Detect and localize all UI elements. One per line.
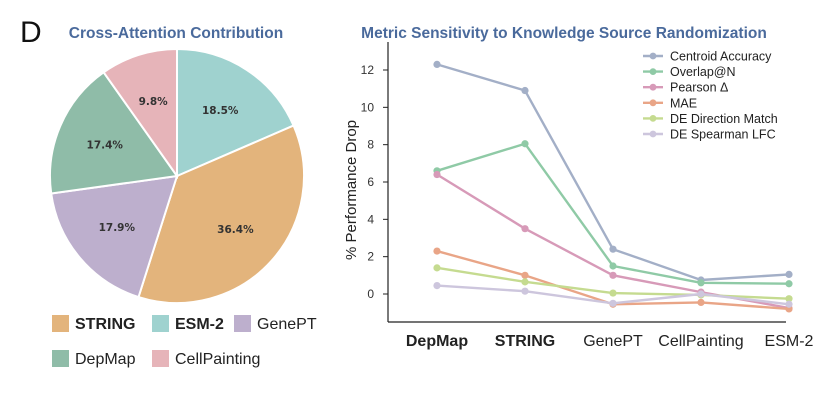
y-axis-label: % Performance Drop xyxy=(343,120,360,260)
legend-label-de-direction-match: DE Direction Match xyxy=(670,112,778,126)
series-point-centroid-accuracy xyxy=(785,270,793,278)
legend-marker-overlap-n xyxy=(649,68,657,75)
pie-label-depmap: 17.4% xyxy=(87,140,124,152)
series-point-pearson xyxy=(609,271,617,279)
series-point-de-direction-match xyxy=(785,295,793,303)
legend-label-pearson: Pearson Δ xyxy=(670,81,728,95)
pie-label-genept: 17.9% xyxy=(99,222,136,234)
series-point-centroid-accuracy xyxy=(609,245,617,253)
legend-marker-mae xyxy=(649,99,657,107)
series-point-de-spearman-lfc xyxy=(785,300,793,308)
series-point-mae xyxy=(433,247,441,255)
x-tick-label-genept: GenePT xyxy=(583,333,643,350)
pie-slice-string xyxy=(137,124,305,304)
series-point-overlap-n xyxy=(697,279,705,287)
legend-marker-de-direction-match xyxy=(649,115,657,122)
pie-labels: 18.5% 36.4% 17.9% 17.4% 9.8% xyxy=(87,96,255,236)
series-point-de-spearman-lfc xyxy=(521,287,529,295)
y-tick-label: 12 xyxy=(361,63,375,77)
pie-legend-label-string: STRING xyxy=(75,316,135,333)
series-point-pearson xyxy=(433,170,441,179)
pie-legend-label-depmap: DepMap xyxy=(75,351,136,368)
pie-label-cellpainting: 9.8% xyxy=(139,96,169,108)
pie-legend-label-genept: GenePT xyxy=(257,316,317,333)
pie-legend-swatch-esm-2 xyxy=(152,315,169,332)
pie-slice-cellpainting xyxy=(102,47,178,180)
y-tick-label: 2 xyxy=(367,250,374,264)
series-point-pearson xyxy=(521,225,529,233)
x-tick-label-esm-2: ESM-2 xyxy=(765,333,814,350)
series-point-centroid-accuracy xyxy=(521,86,529,95)
series-point-mae xyxy=(697,298,705,306)
series-point-overlap-n xyxy=(521,140,529,148)
legend-label-centroid-accuracy: Centroid Accuracy xyxy=(670,50,772,64)
pie-legend-swatch-genept xyxy=(234,315,251,332)
x-tick-label-depmap: DepMap xyxy=(406,333,468,350)
series-point-de-direction-match xyxy=(521,278,529,286)
series-point-de-spearman-lfc xyxy=(609,299,617,307)
y-tick-label: 0 xyxy=(367,287,374,301)
line-title: Metric Sensitivity to Knowledge Source R… xyxy=(361,25,767,42)
legend-marker-pearson xyxy=(649,83,657,91)
y-tick-label: 8 xyxy=(367,138,374,152)
series-point-overlap-n xyxy=(609,262,617,270)
legend-marker-centroid-accuracy xyxy=(649,52,657,60)
pie-legend-label-esm-2: ESM-2 xyxy=(175,316,224,333)
y-tick-label: 10 xyxy=(361,100,375,114)
series-point-centroid-accuracy xyxy=(433,60,441,68)
legend-label-mae: MAE xyxy=(670,96,697,110)
series-point-mae xyxy=(521,271,529,279)
pie-legend-swatch-depmap xyxy=(52,350,69,367)
series-point-de-spearman-lfc xyxy=(697,290,705,298)
line-axes: 0 2 4 6 8 10 12 DepMap STRING GenePT CellPainting E… xyxy=(361,42,814,350)
pie-chart xyxy=(49,47,305,304)
line-series xyxy=(433,60,793,313)
panel-letter: D xyxy=(20,16,42,49)
legend-marker-de-spearman-lfc xyxy=(649,130,657,138)
pie-slice-genept xyxy=(50,174,179,299)
pie-slice-esm-2 xyxy=(176,47,295,178)
series-point-overlap-n xyxy=(785,280,793,288)
pie-legend-label-cellpainting: CellPainting xyxy=(175,351,260,368)
series-point-de-spearman-lfc xyxy=(433,282,441,290)
pie-legend-swatch-cellpainting xyxy=(152,350,169,367)
y-tick-label: 6 xyxy=(367,175,374,189)
legend-label-de-spearman-lfc: DE Spearman LFC xyxy=(670,128,776,142)
pie-slice-depmap xyxy=(49,70,179,195)
pie-label-string: 36.4% xyxy=(217,224,254,236)
series-point-de-direction-match xyxy=(609,289,617,297)
pie-title: Cross-Attention Contribution xyxy=(69,25,283,42)
pie-legend: STRING ESM-2 GenePT DepMap CellPainting xyxy=(52,315,317,368)
pie-label-esm-2: 18.5% xyxy=(202,105,239,117)
x-tick-label-string: STRING xyxy=(495,333,555,350)
x-tick-label-cellpainting: CellPainting xyxy=(658,333,743,350)
y-tick-label: 4 xyxy=(367,212,374,226)
pie-legend-swatch-string xyxy=(52,315,69,332)
legend-label-overlap-n: Overlap@N xyxy=(670,65,736,79)
series-point-de-direction-match xyxy=(433,264,441,272)
